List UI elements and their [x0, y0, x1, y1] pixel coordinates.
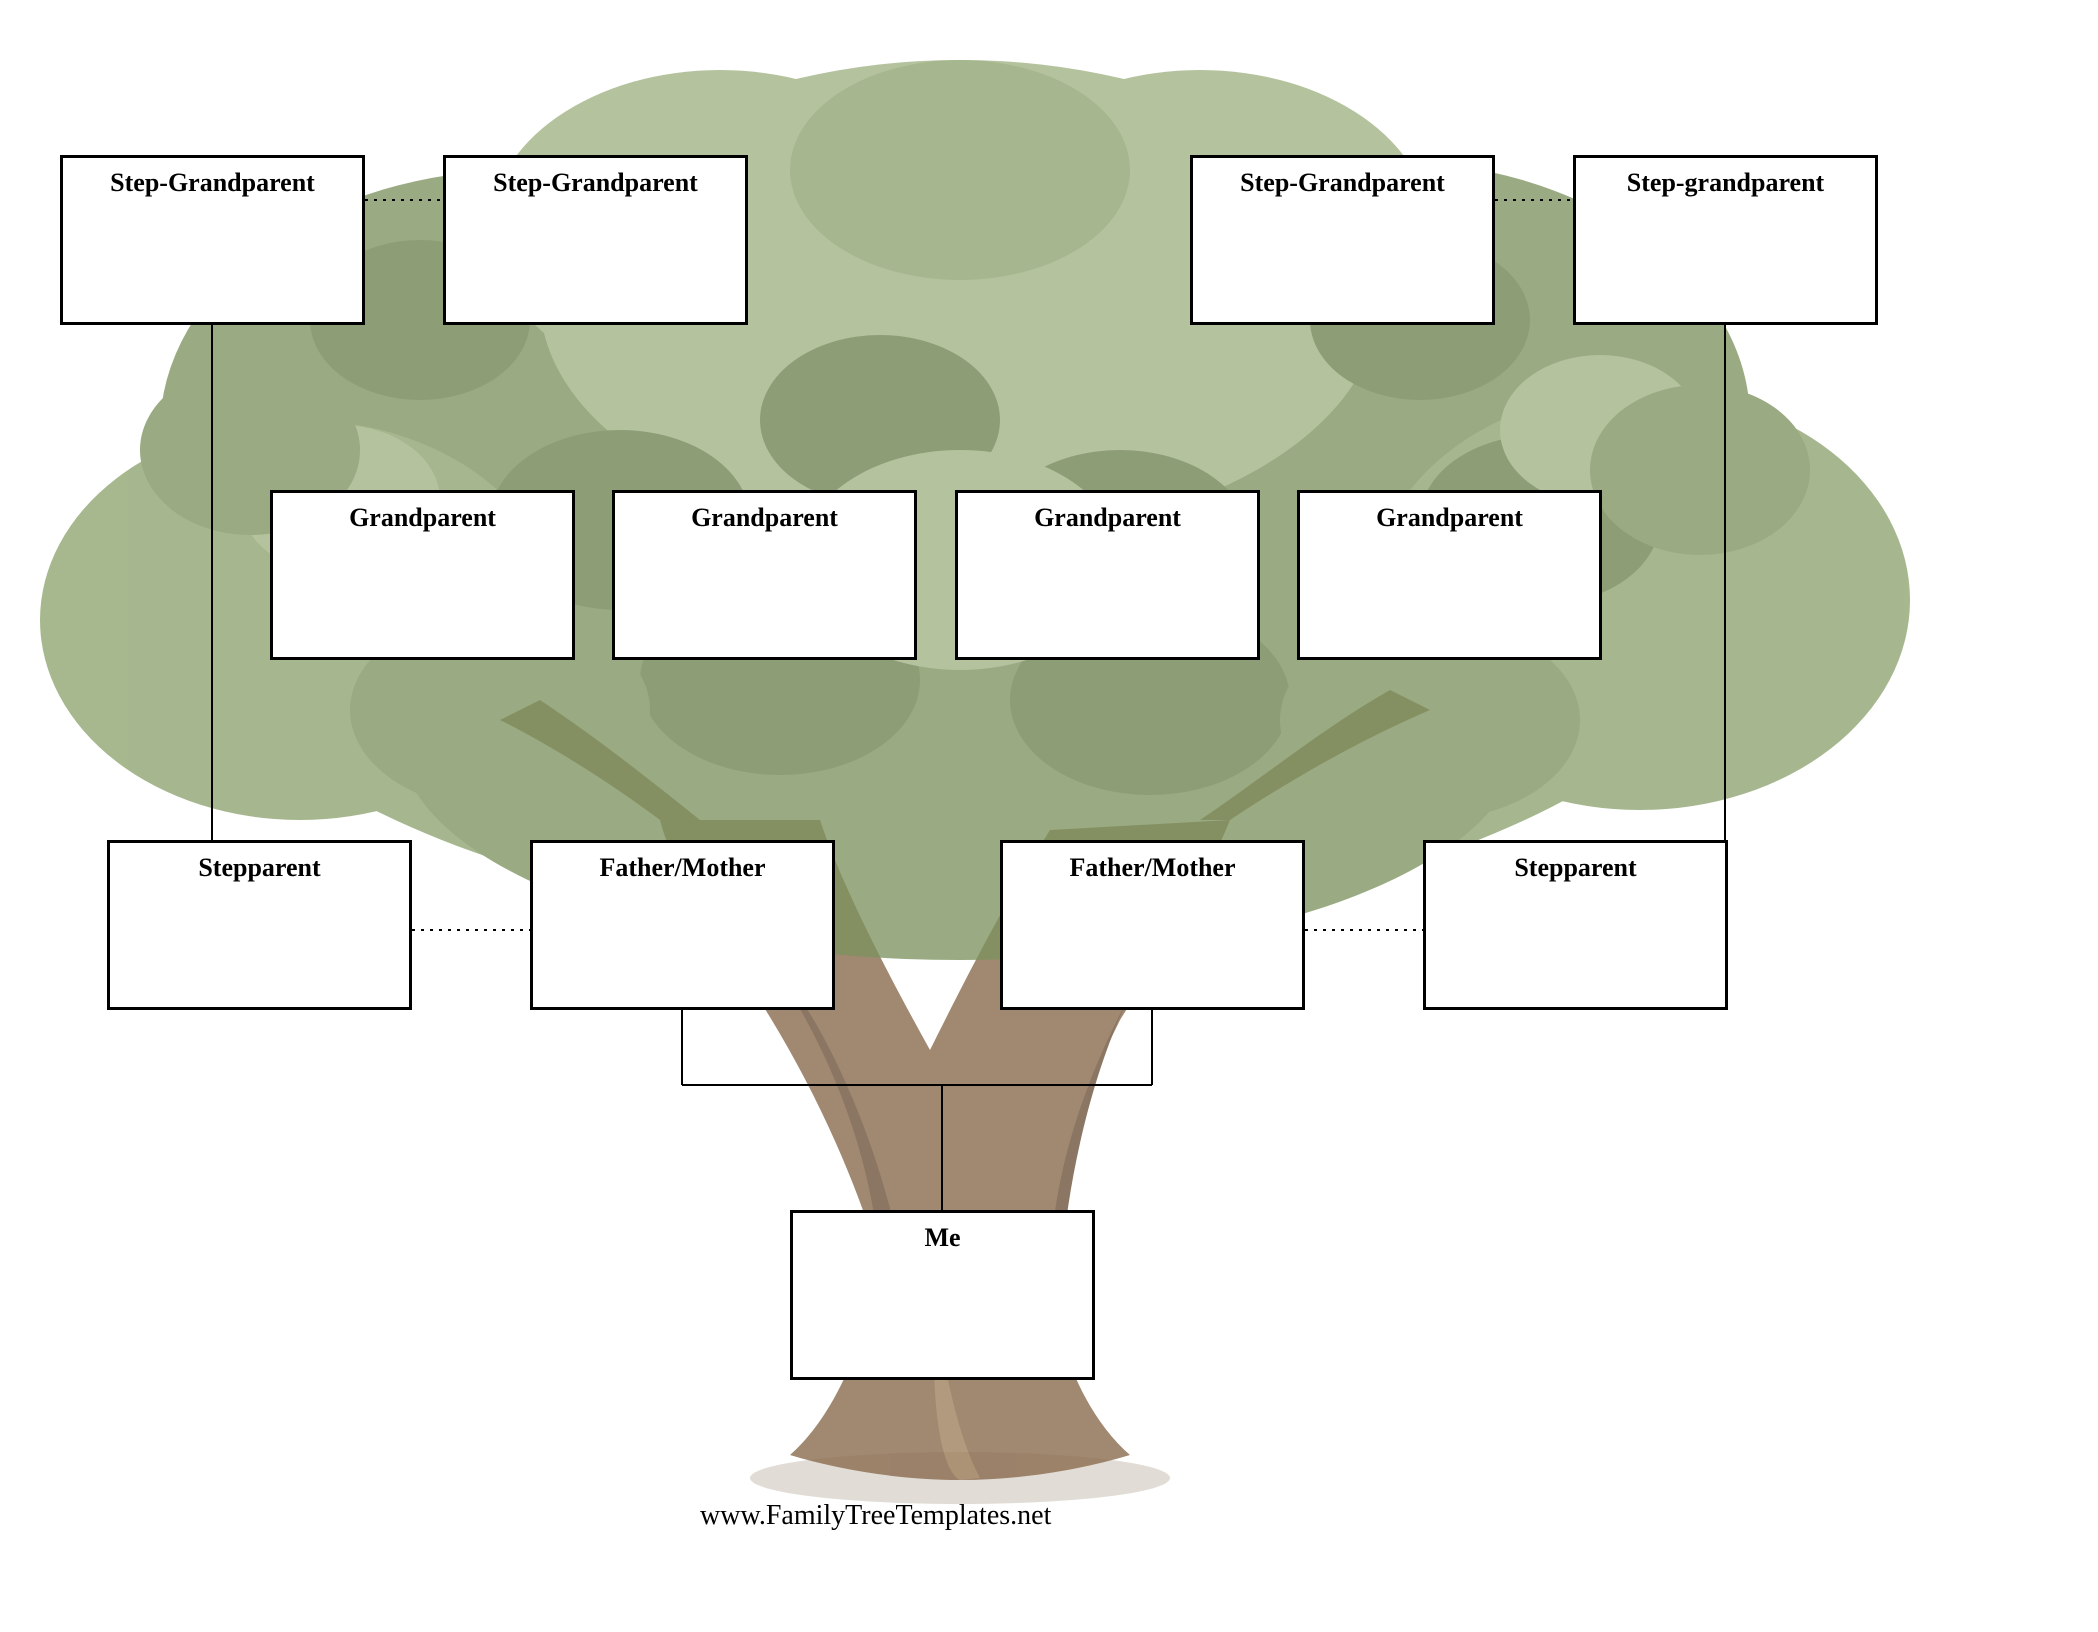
node-step-grandparent-3: Step-Grandparent	[1190, 155, 1495, 325]
node-me: Me	[790, 1210, 1095, 1380]
node-step-grandparent-1: Step-Grandparent	[60, 155, 365, 325]
node-label: Grandparent	[958, 493, 1257, 533]
node-label: Stepparent	[1426, 843, 1725, 883]
node-step-grandparent-4: Step-grandparent	[1573, 155, 1878, 325]
node-label: Step-grandparent	[1576, 158, 1875, 198]
node-label: Grandparent	[273, 493, 572, 533]
node-label: Grandparent	[1300, 493, 1599, 533]
node-grandparent-3: Grandparent	[955, 490, 1260, 660]
node-label: Father/Mother	[1003, 843, 1302, 883]
node-father-mother-1: Father/Mother	[530, 840, 835, 1010]
family-tree-diagram: Step-Grandparent Step-Grandparent Step-G…	[0, 0, 2098, 1632]
node-label: Grandparent	[615, 493, 914, 533]
node-label: Step-Grandparent	[446, 158, 745, 198]
node-label: Step-Grandparent	[1193, 158, 1492, 198]
node-stepparent-2: Stepparent	[1423, 840, 1728, 1010]
node-stepparent-1: Stepparent	[107, 840, 412, 1010]
node-label: Me	[793, 1213, 1092, 1253]
node-grandparent-2: Grandparent	[612, 490, 917, 660]
node-label: Father/Mother	[533, 843, 832, 883]
node-label: Step-Grandparent	[63, 158, 362, 198]
node-step-grandparent-2: Step-Grandparent	[443, 155, 748, 325]
node-grandparent-1: Grandparent	[270, 490, 575, 660]
node-label: Stepparent	[110, 843, 409, 883]
footer-attribution: www.FamilyTreeTemplates.net	[700, 1500, 1051, 1532]
node-father-mother-2: Father/Mother	[1000, 840, 1305, 1010]
footer-text: www.FamilyTreeTemplates.net	[700, 1500, 1051, 1531]
node-grandparent-4: Grandparent	[1297, 490, 1602, 660]
